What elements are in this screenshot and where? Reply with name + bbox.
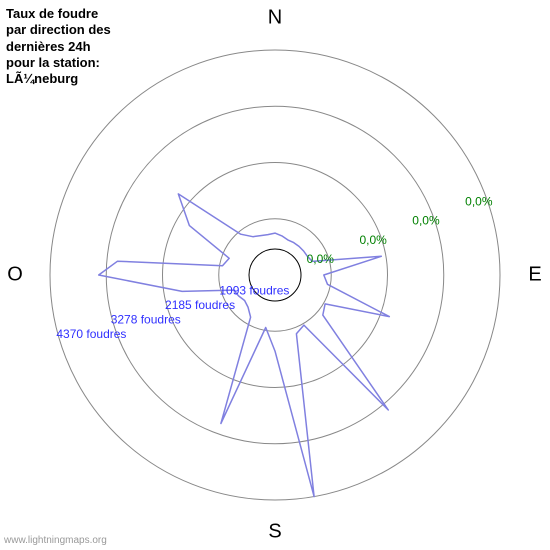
chart-container: N E S O 0,0% 0,0% 0,0% 0,0% 1093 foudres2185 fou…: [0, 0, 550, 550]
pct-label-0: 0,0%: [465, 194, 493, 208]
pct-label-2: 0,0%: [359, 233, 387, 247]
pct-label-1: 0,0%: [412, 214, 440, 228]
lightning-rose-path: [99, 194, 390, 497]
chart-title: Taux de foudre par direction des dernièr…: [6, 6, 116, 87]
foudre-label-1: 2185 foudres: [165, 298, 235, 312]
cardinal-E: E: [528, 263, 541, 285]
cardinal-O: O: [7, 263, 23, 285]
cardinal-N: N: [268, 6, 282, 28]
foudre-label-2: 3278 foudres: [111, 313, 181, 327]
foudre-label-3: 4370 foudres: [56, 327, 126, 341]
cardinal-S: S: [268, 520, 281, 542]
pct-label-3: 0,0%: [307, 252, 335, 266]
footer-credit: www.lightningmaps.org: [4, 535, 107, 546]
foudre-label-0: 1093 foudres: [219, 283, 289, 297]
